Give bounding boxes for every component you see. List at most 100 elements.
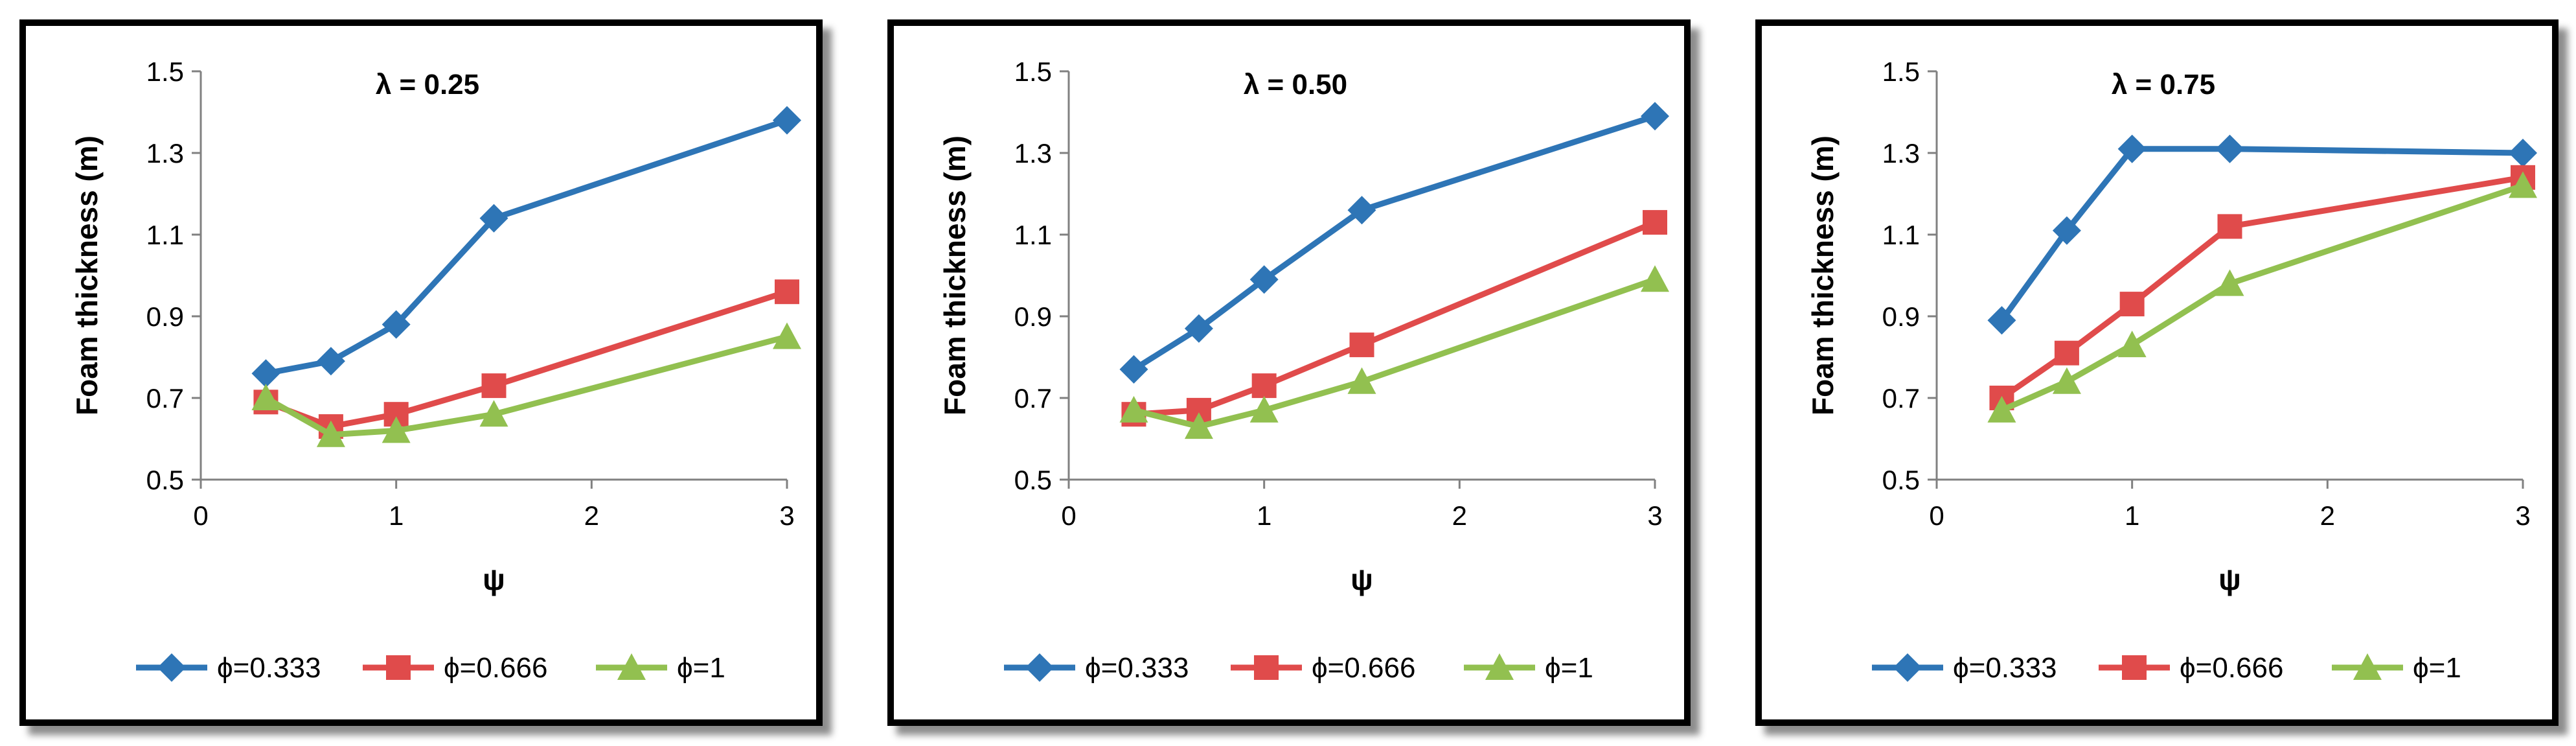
data-point-2-4: [1641, 265, 1669, 292]
legend-marker: [1254, 655, 1279, 680]
y-tick-label: 1.5: [1882, 56, 1920, 87]
data-point-0-3: [1347, 196, 1376, 225]
data-point-2-4: [2509, 171, 2537, 198]
legend-label: ϕ=0.333: [217, 652, 321, 684]
x-tick-label: 1: [2125, 500, 2139, 531]
y-tick-label: 0.9: [146, 301, 184, 332]
data-point-2-1: [2052, 367, 2081, 394]
data-point-2-4: [773, 322, 801, 349]
y-tick-label: 1.5: [146, 56, 184, 87]
legend-label: ϕ=1: [677, 652, 725, 684]
legend-marker: [157, 653, 186, 682]
line-chart: 0.5 0.7 0.9 1.1 1.3 1.5 0 1 2 3 ψ Foam thickness (m…: [938, 56, 1669, 684]
data-point-1-4: [775, 279, 799, 305]
x-tick-label: 3: [1647, 500, 1662, 531]
data-point-2-2: [2117, 331, 2147, 358]
data-point-2-0: [1987, 395, 2016, 423]
x-axis-title: ψ: [1351, 563, 1373, 596]
series-line-0: [265, 117, 788, 377]
y-axis-title: Foam thickness (m): [70, 135, 104, 415]
data-point-0-0: [1987, 306, 2016, 335]
y-tick-label: 0.5: [146, 465, 184, 495]
y-tick-label: 0.7: [146, 383, 184, 414]
y-axis-title: Foam thickness (m): [938, 135, 972, 415]
legend-marker: [617, 653, 646, 680]
data-point-1-3: [1349, 332, 1374, 358]
legend-label: ϕ=0.666: [1312, 652, 1415, 684]
data-point-2-1: [1184, 412, 1213, 439]
y-tick-label: 1.1: [1014, 220, 1052, 250]
x-tick-label: 3: [779, 500, 794, 531]
data-point-0-4: [1641, 102, 1669, 131]
data-point-2-2: [1249, 395, 1279, 423]
data-point-0-2: [382, 310, 411, 339]
y-tick-label: 1.1: [1882, 220, 1920, 250]
data-point-0-1: [2052, 216, 2081, 245]
data-point-2-3: [2215, 269, 2244, 296]
chart-title: λ = 0.50: [1244, 69, 1347, 100]
y-tick-label: 1.3: [146, 138, 184, 169]
x-tick-label: 0: [1061, 500, 1076, 531]
chart-panel-lambda-0-50: 0.5 0.7 0.9 1.1 1.3 1.5 0 1 2 3 ψ Foam thickness (m…: [887, 19, 1691, 726]
data-point-0-1: [1184, 314, 1213, 343]
y-tick-label: 1.1: [146, 220, 184, 250]
chart-title: λ = 0.75: [2112, 69, 2215, 100]
data-point-0-4: [773, 106, 801, 135]
data-point-1-2: [1251, 373, 1277, 399]
legend-label: ϕ=0.333: [1085, 652, 1189, 684]
data-point-0-4: [2509, 139, 2537, 167]
line-chart: 0.5 0.7 0.9 1.1 1.3 1.5 0 1 2 3 ψ Foam thickness (m…: [1806, 56, 2537, 684]
y-tick-label: 0.5: [1014, 465, 1052, 495]
y-tick-label: 1.3: [1014, 138, 1052, 169]
legend-marker: [1893, 653, 1922, 682]
data-point-2-1: [316, 420, 345, 447]
legend-label: ϕ=1: [1545, 652, 1593, 684]
data-point-1-4: [1643, 210, 1667, 235]
data-point-0-2: [1249, 265, 1279, 294]
legend-marker: [2122, 655, 2147, 680]
line-chart: 0.5 0.7 0.9 1.1 1.3 1.5 0 1 2 3 ψ Foam thickness (m…: [70, 56, 801, 684]
data-point-2-3: [1347, 367, 1376, 394]
data-point-0-0: [1119, 355, 1148, 384]
chart-title: λ = 0.25: [376, 69, 479, 100]
x-tick-label: 2: [1452, 500, 1467, 531]
legend-label: ϕ=0.666: [2180, 652, 2283, 684]
legend-marker: [1025, 653, 1054, 682]
data-point-2-0: [251, 384, 280, 410]
legend-label: ϕ=1: [2413, 652, 2461, 684]
data-point-0-3: [479, 204, 508, 233]
y-tick-label: 0.9: [1014, 301, 1052, 332]
data-point-0-2: [2117, 134, 2147, 163]
y-tick-label: 1.3: [1882, 138, 1920, 169]
chart-panel-lambda-0-25: 0.5 0.7 0.9 1.1 1.3 1.5 0 1 2 3 ψ Foam thickness (m…: [19, 19, 823, 726]
data-point-2-3: [479, 400, 508, 427]
x-tick-label: 1: [389, 500, 404, 531]
data-point-0-1: [316, 347, 345, 376]
legend-marker: [2353, 653, 2382, 680]
y-tick-label: 0.9: [1882, 301, 1920, 332]
y-axis-title: Foam thickness (m): [1806, 135, 1840, 415]
data-point-0-3: [2215, 134, 2244, 163]
y-tick-label: 0.7: [1882, 383, 1920, 414]
chart-panel-lambda-0-75: 0.5 0.7 0.9 1.1 1.3 1.5 0 1 2 3 ψ Foam thickness (m…: [1755, 19, 2559, 726]
y-tick-label: 1.5: [1014, 56, 1052, 87]
y-tick-label: 0.7: [1014, 383, 1052, 414]
y-tick-label: 0.5: [1882, 465, 1920, 495]
x-tick-label: 0: [193, 500, 208, 531]
legend-label: ϕ=0.666: [444, 652, 547, 684]
series-line-0: [1999, 146, 2524, 322]
legend-marker: [1485, 653, 1514, 680]
x-axis-title: ψ: [2218, 563, 2241, 596]
data-point-1-1: [2054, 340, 2079, 366]
legend-marker: [386, 655, 411, 680]
x-axis-title: ψ: [483, 563, 505, 596]
x-tick-label: 2: [584, 500, 599, 531]
data-point-2-0: [1119, 395, 1148, 423]
data-point-0-0: [251, 359, 280, 388]
x-tick-label: 0: [1929, 500, 1944, 531]
x-tick-label: 2: [2320, 500, 2335, 531]
data-point-1-2: [2119, 292, 2145, 317]
data-point-2-2: [382, 416, 411, 443]
data-point-1-3: [481, 373, 507, 399]
x-tick-label: 1: [1257, 500, 1271, 531]
